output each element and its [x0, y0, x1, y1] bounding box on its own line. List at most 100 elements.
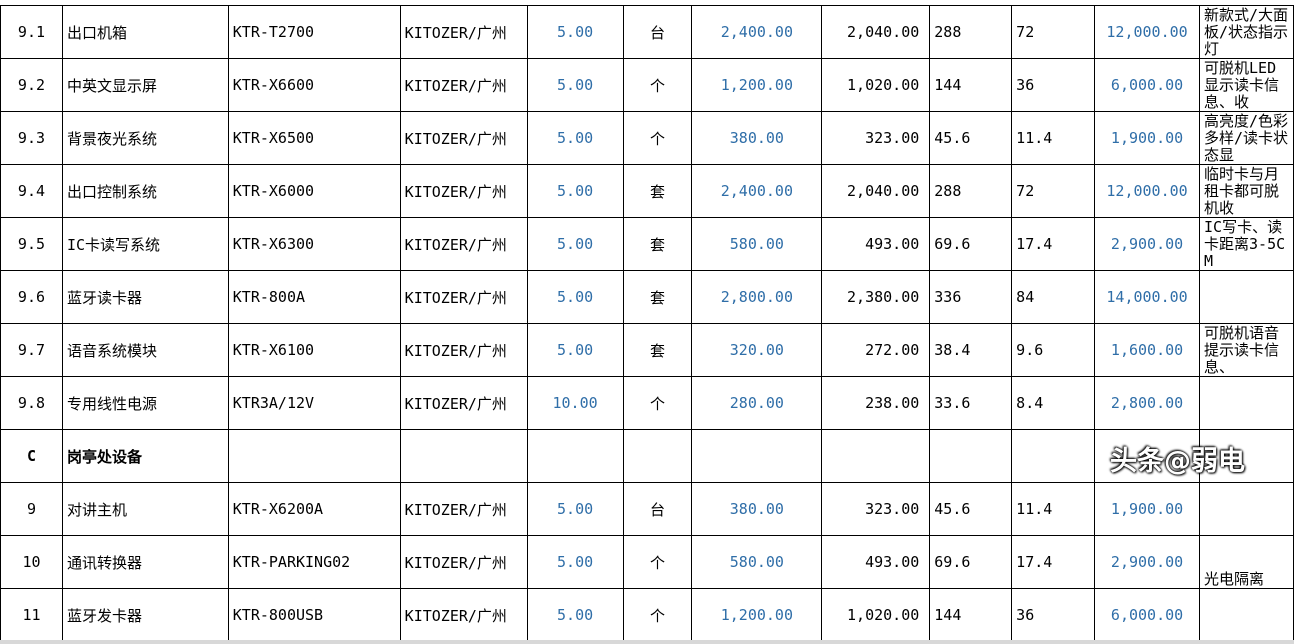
cell-note[interactable] — [1199, 270, 1294, 324]
cell-total[interactable]: 14,000.00 — [1094, 270, 1201, 324]
cell-model[interactable]: KTR-800USB — [227, 588, 401, 642]
cell-item-name[interactable]: 中英文显示屏 — [61, 58, 229, 112]
cell-row-number[interactable]: C — [0, 429, 63, 483]
cell-item-name[interactable]: 专用线性电源 — [61, 376, 229, 430]
cell-note[interactable] — [1199, 588, 1294, 642]
cell-col-b[interactable]: 17.4 — [1011, 217, 1096, 271]
cell-unit-price[interactable]: 1,200.00 — [691, 58, 823, 112]
cell-brand[interactable]: KITOZER/广州 — [399, 535, 528, 589]
cell-total[interactable]: 6,000.00 — [1094, 588, 1201, 642]
cell-brand[interactable]: KITOZER/广州 — [399, 323, 528, 377]
cell-quantity[interactable]: 5.00 — [526, 588, 624, 642]
cell-col-a[interactable]: 336 — [929, 270, 1013, 324]
cell-col-b[interactable]: 9.6 — [1011, 323, 1096, 377]
cell-brand[interactable]: KITOZER/广州 — [399, 376, 528, 430]
cell-col-b[interactable]: 17.4 — [1011, 535, 1096, 589]
cell-col-a[interactable]: 69.6 — [929, 535, 1013, 589]
cell-col-a[interactable]: 33.6 — [929, 376, 1013, 430]
cell-note[interactable] — [1199, 376, 1294, 430]
cell-col-a[interactable]: 144 — [929, 58, 1013, 112]
cell-model[interactable]: KTR3A/12V — [227, 376, 401, 430]
cell-brand[interactable]: KITOZER/广州 — [399, 270, 528, 324]
cell-total[interactable]: 1,600.00 — [1094, 323, 1201, 377]
cell-unit[interactable]: 个 — [622, 588, 693, 642]
cell-cost[interactable]: 2,040.00 — [821, 5, 931, 59]
cell-row-number[interactable]: 9.4 — [0, 164, 63, 218]
cell-row-number[interactable]: 9.3 — [0, 111, 63, 165]
cell-brand[interactable]: KITOZER/广州 — [399, 58, 528, 112]
cell-cost[interactable]: 323.00 — [821, 482, 931, 536]
cell-quantity[interactable] — [526, 429, 624, 483]
cell-unit[interactable]: 个 — [622, 58, 693, 112]
horizontal-scrollbar[interactable] — [0, 640, 1294, 644]
cell-unit[interactable]: 台 — [622, 482, 693, 536]
cell-model[interactable]: KTR-X6600 — [227, 58, 401, 112]
cell-row-number[interactable]: 9.2 — [0, 58, 63, 112]
cell-row-number[interactable]: 11 — [0, 588, 63, 642]
cell-unit[interactable]: 套 — [622, 323, 693, 377]
cell-brand[interactable]: KITOZER/广州 — [399, 217, 528, 271]
cell-note[interactable]: IC写卡、读卡距离3-5CM — [1199, 217, 1294, 271]
cell-note[interactable]: 光电隔离 — [1199, 535, 1294, 589]
cell-total[interactable]: 1,900.00 — [1094, 482, 1201, 536]
cell-model[interactable] — [227, 429, 401, 483]
cell-cost[interactable]: 493.00 — [821, 535, 931, 589]
cell-unit-price[interactable]: 320.00 — [691, 323, 823, 377]
cell-col-a[interactable] — [929, 429, 1013, 483]
cell-model[interactable]: KTR-X6500 — [227, 111, 401, 165]
cell-row-number[interactable]: 9.1 — [0, 5, 63, 59]
cell-cost[interactable]: 493.00 — [821, 217, 931, 271]
cell-quantity[interactable]: 5.00 — [526, 217, 624, 271]
cell-row-number[interactable]: 9.8 — [0, 376, 63, 430]
cell-item-name[interactable]: 语音系统模块 — [61, 323, 229, 377]
cell-quantity[interactable]: 10.00 — [526, 376, 624, 430]
cell-col-a[interactable]: 288 — [929, 164, 1013, 218]
cell-item-name[interactable]: 出口控制系统 — [61, 164, 229, 218]
cell-cost[interactable]: 1,020.00 — [821, 58, 931, 112]
cell-unit-price[interactable]: 2,400.00 — [691, 5, 823, 59]
cell-unit[interactable]: 个 — [622, 376, 693, 430]
cell-item-name[interactable]: 对讲主机 — [61, 482, 229, 536]
cell-note[interactable]: 临时卡与月租卡都可脱机收 — [1199, 164, 1294, 218]
cell-unit[interactable]: 台 — [622, 5, 693, 59]
cell-col-b[interactable]: 84 — [1011, 270, 1096, 324]
cell-model[interactable]: KTR-PARKING02 — [227, 535, 401, 589]
cell-unit[interactable]: 个 — [622, 535, 693, 589]
cell-col-a[interactable]: 45.6 — [929, 111, 1013, 165]
cell-model[interactable]: KTR-X6300 — [227, 217, 401, 271]
cell-note[interactable]: 高亮度/色彩多样/读卡状态显 — [1199, 111, 1294, 165]
cell-model[interactable]: KTR-T2700 — [227, 5, 401, 59]
cell-row-number[interactable]: 9.7 — [0, 323, 63, 377]
cell-cost[interactable]: 1,020.00 — [821, 588, 931, 642]
cell-col-a[interactable]: 144 — [929, 588, 1013, 642]
cell-brand[interactable]: KITOZER/广州 — [399, 164, 528, 218]
cell-unit-price[interactable]: 2,800.00 — [691, 270, 823, 324]
cell-item-name[interactable]: 岗亭处设备 — [61, 429, 229, 483]
cell-note[interactable]: 可脱机LED显示读卡信息、收 — [1199, 58, 1294, 112]
cell-model[interactable]: KTR-800A — [227, 270, 401, 324]
cell-unit-price[interactable]: 580.00 — [691, 217, 823, 271]
cell-unit-price[interactable]: 2,400.00 — [691, 164, 823, 218]
cell-item-name[interactable]: 出口机箱 — [61, 5, 229, 59]
cell-unit-price[interactable] — [691, 429, 823, 483]
cell-quantity[interactable]: 5.00 — [526, 5, 624, 59]
cell-quantity[interactable]: 5.00 — [526, 164, 624, 218]
cell-total[interactable]: 2,900.00 — [1094, 535, 1201, 589]
cell-row-number[interactable]: 9.5 — [0, 217, 63, 271]
cell-quantity[interactable]: 5.00 — [526, 323, 624, 377]
cell-row-number[interactable]: 10 — [0, 535, 63, 589]
cell-brand[interactable]: KITOZER/广州 — [399, 111, 528, 165]
cell-col-a[interactable]: 38.4 — [929, 323, 1013, 377]
cell-col-b[interactable]: 72 — [1011, 164, 1096, 218]
cell-cost[interactable]: 2,380.00 — [821, 270, 931, 324]
cell-row-number[interactable]: 9.6 — [0, 270, 63, 324]
cell-note[interactable]: 新款式/大面板/状态指示灯 — [1199, 5, 1294, 59]
cell-col-a[interactable]: 69.6 — [929, 217, 1013, 271]
cell-total[interactable]: 6,000.00 — [1094, 58, 1201, 112]
cell-total[interactable]: 1,900.00 — [1094, 111, 1201, 165]
cell-brand[interactable]: KITOZER/广州 — [399, 5, 528, 59]
cell-quantity[interactable]: 5.00 — [526, 482, 624, 536]
cell-unit[interactable]: 套 — [622, 217, 693, 271]
cell-model[interactable]: KTR-X6200A — [227, 482, 401, 536]
cell-item-name[interactable]: IC卡读写系统 — [61, 217, 229, 271]
